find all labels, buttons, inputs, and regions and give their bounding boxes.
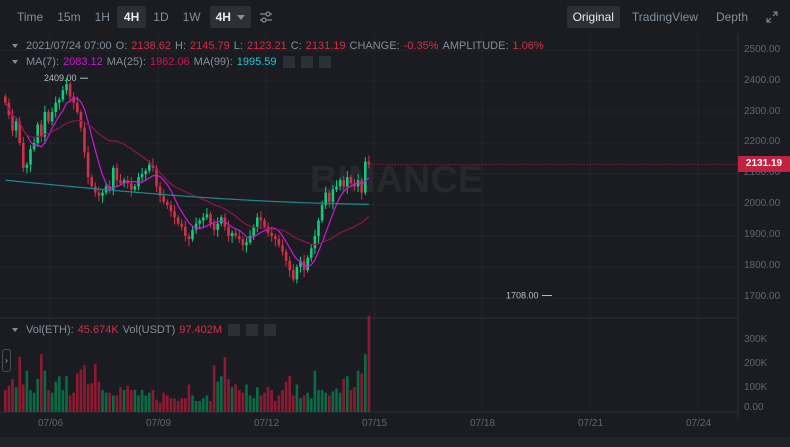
tab-depth[interactable]: Depth (715, 10, 748, 24)
tab-1h[interactable]: 1H (94, 10, 110, 24)
price-tick: 1800.00 (744, 260, 781, 271)
vol-usdt-value: 97.402M (179, 324, 223, 336)
ma7-value: 2083.12 (63, 56, 103, 68)
sliders-icon[interactable] (259, 10, 273, 24)
price-tick: 2200.00 (744, 136, 781, 147)
bottom-bar (0, 437, 790, 447)
price-tick: 2500.00 (744, 44, 781, 55)
interval-tabs: Time 15m 1H 4H 1D 1W 4H (0, 6, 273, 28)
change-label: CHANGE: (349, 40, 400, 52)
eye-icon[interactable] (228, 324, 241, 336)
amplitude-label: AMPLITUDE: (442, 40, 509, 52)
interval-dropdown-value: 4H (215, 10, 231, 24)
gear-icon[interactable] (300, 56, 313, 68)
expand-icon[interactable] (766, 11, 778, 23)
price-tick: 2000.00 (744, 198, 781, 209)
amplitude-value: 1.06% (512, 40, 544, 52)
eye-icon[interactable] (282, 56, 295, 68)
low-label: L: (233, 40, 243, 52)
current-price-tag: 2131.19 (738, 156, 790, 172)
volume-tick: 300K (744, 334, 768, 345)
date-tick: 07/21 (578, 418, 604, 429)
volume-tick: 0.00 (744, 402, 764, 413)
vol-eth-value: 45.674K (77, 324, 119, 336)
ma-legend: MA(7): 2083.12 MA(25): 1962.06 MA(99): 1995… (12, 56, 331, 68)
tab-original[interactable]: Original (566, 6, 620, 28)
vol-usdt-label: Vol(USDT) (122, 324, 176, 336)
date-tick: 07/24 (686, 418, 712, 429)
date-tick: 07/12 (254, 418, 280, 429)
interval-dropdown[interactable]: 4H (209, 6, 251, 28)
ohlc-datetime: 2021/07/24 07:00 (26, 40, 112, 52)
tab-1w[interactable]: 1W (182, 10, 201, 24)
close-icon[interactable] (318, 56, 331, 68)
vol-eth-label: Vol(ETH): (26, 324, 74, 336)
chevron-down-icon (236, 14, 245, 20)
ma99-value: 1995.59 (236, 56, 277, 68)
price-tick: 2400.00 (744, 75, 781, 86)
candlestick-chart[interactable]: BINANCE 2409.00 1708.00 (0, 34, 790, 447)
toolbar: Time 15m 1H 4H 1D 1W 4H Original Trading… (0, 0, 790, 34)
tab-time[interactable]: Time (17, 10, 44, 24)
ohlc-legend: 2021/07/24 07:00 O: 2138.62 H: 2145.79 L: 2… (12, 40, 544, 52)
close-value: 2131.19 (305, 40, 346, 52)
close-label: C: (290, 40, 302, 52)
price-tick: 2100.00 (744, 167, 781, 178)
collapse-triangle-icon[interactable] (12, 60, 18, 64)
svg-text:BINANCE: BINANCE (310, 159, 483, 201)
view-tabs: Original TradingView Depth (566, 6, 790, 28)
ma25-value: 1962.06 (149, 56, 190, 68)
volume-tick: 200K (744, 358, 768, 369)
high-value: 2145.79 (190, 40, 230, 52)
volume-tick: 100K (744, 382, 768, 393)
gear-icon[interactable] (246, 324, 259, 336)
close-icon[interactable] (264, 324, 277, 336)
svg-text:2409.00: 2409.00 (44, 73, 77, 83)
chart-area[interactable]: BINANCE 2409.00 1708.00 2021/07/24 07:00 O… (0, 34, 790, 447)
tab-1d[interactable]: 1D (153, 10, 169, 24)
ma7-label: MA(7): (26, 56, 59, 68)
high-label: H: (175, 40, 187, 52)
date-tick: 07/09 (146, 418, 172, 429)
ma99-label: MA(99): (193, 56, 233, 68)
svg-text:1708.00: 1708.00 (506, 291, 539, 301)
price-tick: 1900.00 (744, 229, 781, 240)
expand-sidebar-button[interactable]: › (2, 349, 11, 372)
open-label: O: (115, 40, 128, 52)
date-tick: 07/18 (470, 418, 496, 429)
tab-tradingview[interactable]: TradingView (631, 10, 698, 24)
collapse-triangle-icon[interactable] (12, 44, 18, 48)
price-tick: 2300.00 (744, 106, 781, 117)
change-value: -0.35% (403, 40, 439, 52)
date-tick: 07/06 (38, 418, 64, 429)
volume-legend: Vol(ETH): 45.674K Vol(USDT) 97.402M (12, 324, 277, 336)
collapse-triangle-icon[interactable] (12, 328, 18, 332)
tab-4h[interactable]: 4H (116, 6, 147, 28)
price-tick: 1700.00 (744, 291, 781, 302)
open-value: 2138.62 (131, 40, 172, 52)
low-value: 2123.21 (246, 40, 287, 52)
tab-15m[interactable]: 15m (57, 10, 81, 24)
date-tick: 07/15 (362, 418, 388, 429)
ma25-label: MA(25): (106, 56, 146, 68)
